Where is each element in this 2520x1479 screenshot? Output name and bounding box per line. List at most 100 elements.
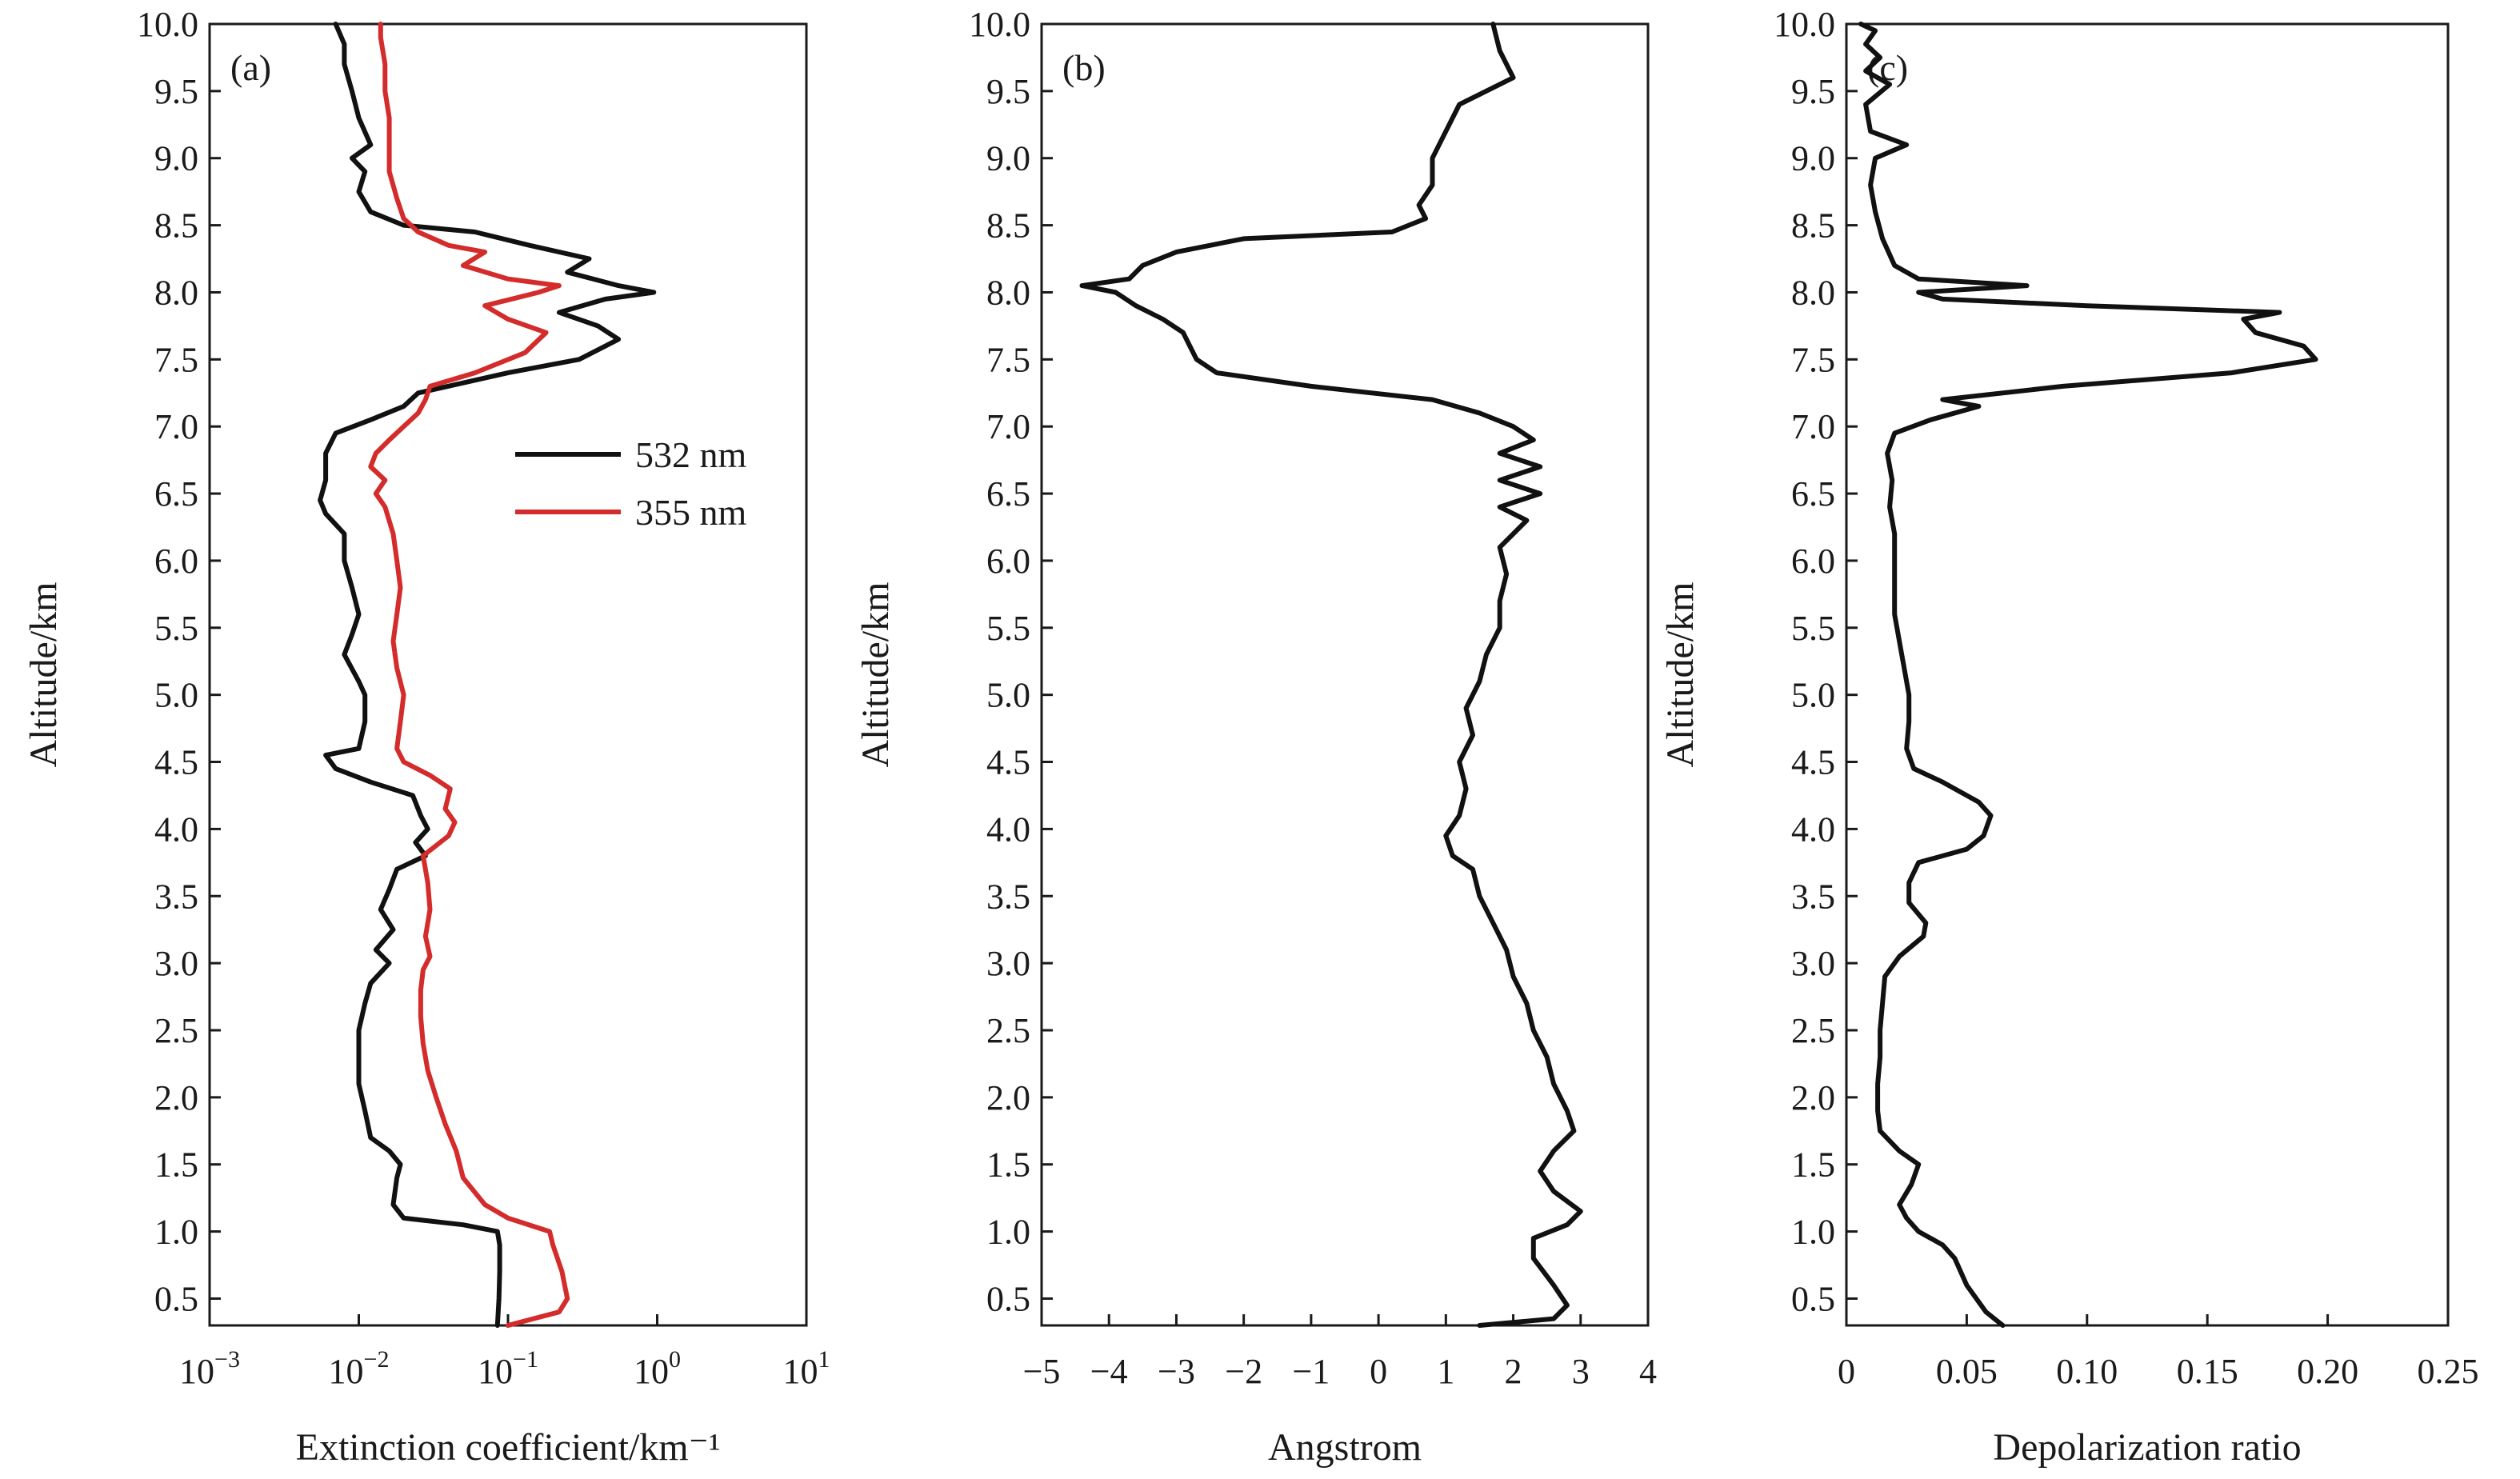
y-tick-label: 9.5 — [986, 72, 1030, 111]
y-tick-label: 0.5 — [1791, 1279, 1835, 1318]
y-tick-label: 5.0 — [154, 676, 198, 715]
y-tick-label: 5.0 — [986, 676, 1030, 715]
y-tick-label: 1.0 — [154, 1213, 198, 1252]
y-tick-label: 9.0 — [154, 139, 198, 178]
x-tick-label: 4 — [1639, 1352, 1657, 1391]
x-tick-label: 10−1 — [478, 1346, 538, 1391]
x-tick-base: 10 — [329, 1352, 364, 1391]
x-tick-label: 101 — [783, 1346, 830, 1391]
x-tick-base: 10 — [634, 1352, 669, 1391]
panel-a-extinction: 0.5 1.0 1.5 2.0 2.5 3.0 3.5 4.0 4.5 5.0 5.5 6.0 6.5 7… — [22, 5, 830, 1469]
x-axis-label: Depolarization ratio — [1993, 1426, 2301, 1469]
x-tick-label: 0 — [1838, 1352, 1855, 1391]
panel-label: (b) — [1062, 47, 1106, 88]
y-tick-label: 3.5 — [1791, 877, 1835, 916]
y-tick-label: 3.5 — [154, 877, 198, 916]
y-tick-label: 3.0 — [154, 944, 198, 983]
x-tick-label: 2 — [1505, 1352, 1522, 1391]
y-tick-label: 6.0 — [154, 542, 198, 581]
x-tick-label: −4 — [1090, 1352, 1128, 1391]
y-tick-label: 7.0 — [986, 407, 1030, 446]
y-tick-label: 4.0 — [154, 809, 198, 849]
x-tick-label: 0.05 — [1936, 1352, 1998, 1391]
y-tick-label: 7.5 — [154, 340, 198, 379]
series-line-profile — [1079, 22, 1583, 1328]
x-tick-label: −3 — [1158, 1352, 1195, 1391]
y-tick-label: 7.0 — [154, 407, 198, 446]
y-tick-label: 0.5 — [154, 1279, 198, 1318]
y-tick-label: 3.0 — [986, 944, 1030, 983]
x-tick-base: 10 — [783, 1352, 818, 1391]
y-axis-label: Altitude/km — [854, 582, 897, 768]
y-tick-label: 10.0 — [969, 5, 1030, 44]
y-tick-label: 6.0 — [1791, 542, 1835, 581]
y-tick-label: 2.0 — [1791, 1078, 1835, 1117]
y-tick-label: 9.5 — [1791, 72, 1835, 111]
y-tick-label: 6.5 — [154, 474, 198, 514]
y-tick-label: 10.0 — [137, 5, 198, 44]
y-tick-label: 1.5 — [1791, 1145, 1835, 1185]
y-tick-label: 9.5 — [154, 72, 198, 111]
y-tick-label: 8.0 — [154, 273, 198, 312]
y-tick-label: 5.5 — [986, 609, 1030, 648]
plot-frame — [1040, 22, 1650, 1327]
x-axis-label: Angstrom — [1268, 1426, 1422, 1469]
y-tick-label: 4.5 — [1791, 743, 1835, 782]
y-tick-label: 3.0 — [1791, 944, 1835, 983]
x-tick-exponent: −1 — [513, 1346, 538, 1373]
y-tick-label: 9.0 — [986, 139, 1030, 178]
plot-frame — [1845, 22, 2450, 1327]
x-tick-label: −1 — [1292, 1352, 1330, 1391]
x-tick-label: 0.15 — [2177, 1352, 2238, 1391]
y-axis-label: Altitude/km — [22, 582, 65, 768]
legend-label: 532 nm — [635, 434, 747, 475]
x-tick-label: 3 — [1572, 1352, 1590, 1391]
y-tick-label: 0.5 — [986, 1279, 1030, 1318]
x-tick-exponent: −2 — [364, 1346, 390, 1373]
y-tick-label: 9.0 — [1791, 139, 1835, 178]
y-tick-label: 8.5 — [154, 206, 198, 246]
y-tick-label: 7.0 — [1791, 407, 1835, 446]
x-tick-exponent: 0 — [669, 1346, 681, 1373]
plot-frame — [208, 22, 808, 1327]
y-tick-label: 1.5 — [986, 1145, 1030, 1185]
x-tick-label: 0 — [1370, 1352, 1387, 1391]
x-tick-label: 1 — [1437, 1352, 1454, 1391]
y-tick-label: 4.5 — [986, 743, 1030, 782]
y-tick-label: 4.0 — [1791, 809, 1835, 849]
y-tick-label: 7.5 — [986, 340, 1030, 379]
y-tick-label: 1.5 — [154, 1145, 198, 1185]
y-tick-label: 8.0 — [986, 273, 1030, 312]
y-tick-label: 2.5 — [986, 1011, 1030, 1050]
y-tick-label: 5.5 — [1791, 609, 1835, 648]
y-tick-label: 8.5 — [986, 206, 1030, 246]
y-tick-label: 1.0 — [1791, 1213, 1835, 1252]
series-line-532-nm — [318, 22, 657, 1328]
panel-b-angstrom: 0.5 1.0 1.5 2.0 2.5 3.0 3.5 4.0 4.5 5.0 5.5 6.0 6.5 7… — [854, 5, 1657, 1469]
x-tick-exponent: 1 — [818, 1346, 830, 1373]
y-tick-label: 5.0 — [1791, 676, 1835, 715]
x-tick-exponent: −3 — [214, 1346, 240, 1373]
x-tick-label: 10−3 — [179, 1346, 240, 1391]
x-tick-base: 10 — [179, 1352, 214, 1391]
y-tick-label: 6.5 — [1791, 474, 1835, 514]
x-tick-label: −5 — [1023, 1352, 1061, 1391]
y-tick-label: 4.5 — [154, 743, 198, 782]
y-tick-label: 2.5 — [154, 1011, 198, 1050]
y-tick-label: 1.0 — [986, 1213, 1030, 1252]
y-tick-label: 6.0 — [986, 542, 1030, 581]
y-tick-label: 2.0 — [986, 1078, 1030, 1117]
y-tick-label: 8.5 — [1791, 206, 1835, 246]
x-tick-label: 100 — [634, 1346, 681, 1391]
panel-label: (a) — [230, 47, 271, 88]
y-tick-label: 6.5 — [986, 474, 1030, 514]
y-tick-label: 4.0 — [986, 809, 1030, 849]
x-tick-label: −2 — [1225, 1352, 1262, 1391]
x-tick-label: 0.20 — [2297, 1352, 2358, 1391]
panel-c-depolarization: 0.5 1.0 1.5 2.0 2.5 3.0 3.5 4.0 4.5 5.0 5.5 6.0 6.5 7… — [1659, 5, 2479, 1469]
series-line-profile — [1858, 22, 2318, 1328]
y-tick-label: 10.0 — [1774, 5, 1835, 44]
x-tick-base: 10 — [478, 1352, 513, 1391]
x-tick-label: 0.10 — [2056, 1352, 2118, 1391]
y-tick-label: 2.0 — [154, 1078, 198, 1117]
